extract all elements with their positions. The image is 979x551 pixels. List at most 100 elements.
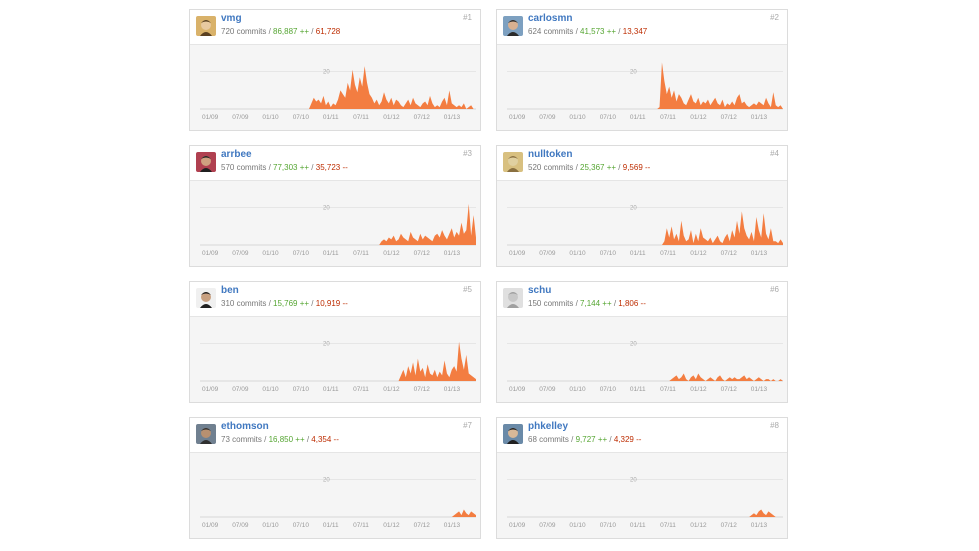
commit-series-area xyxy=(507,373,783,381)
contributor-login-link[interactable]: nulltoken xyxy=(528,149,573,160)
commit-activity-chart: 20 01/09 07/09 01/10 07/10 01/11 07/11 01/12 07/… xyxy=(190,180,480,266)
x-tick-label: 01/12 xyxy=(690,114,707,121)
x-tick-label: 01/13 xyxy=(751,114,768,121)
commit-series-area xyxy=(507,509,783,517)
contributor-card: carlosmn 624 commits / 41,573 ++ / 13,347… xyxy=(496,9,788,131)
x-tick-label: 01/09 xyxy=(202,386,219,393)
avatar[interactable] xyxy=(196,16,216,36)
x-tick-label: 01/11 xyxy=(630,114,646,121)
y-tick-label: 20 xyxy=(323,478,330,484)
x-tick-label: 01/10 xyxy=(569,250,586,257)
x-tick-label: 01/11 xyxy=(323,114,339,121)
x-tick-label: 01/10 xyxy=(569,386,586,393)
x-tick-label: 07/11 xyxy=(353,250,369,257)
commit-activity-chart: 20 01/09 07/09 01/10 07/10 01/11 07/11 01/12 07/… xyxy=(190,316,480,402)
contributor-login-link[interactable]: vmg xyxy=(221,13,242,24)
contributor-card: schu 150 commits / 7,144 ++ / 1,806 -- #6 2… xyxy=(496,281,788,403)
contributor-card: arrbee 570 commits / 77,303 ++ / 35,723 -… xyxy=(189,145,481,267)
additions-count: 7,144 ++ xyxy=(580,299,612,308)
contributor-card: phkelley 68 commits / 9,727 ++ / 4,329 --… xyxy=(496,417,788,539)
commit-count: 520 commits xyxy=(528,163,574,172)
commit-series-area xyxy=(200,509,476,517)
x-tick-label: 07/09 xyxy=(232,114,249,121)
x-tick-label: 07/09 xyxy=(539,114,556,121)
x-tick-label: 01/13 xyxy=(751,522,768,529)
x-tick-label: 01/11 xyxy=(630,250,646,257)
additions-count: 25,367 ++ xyxy=(580,163,617,172)
x-tick-label: 07/10 xyxy=(600,522,617,529)
y-tick-label: 20 xyxy=(323,206,330,212)
contributor-login-link[interactable]: ethomson xyxy=(221,421,269,432)
contributor-header: carlosmn 624 commits / 41,573 ++ / 13,347… xyxy=(497,10,787,44)
contributor-login-link[interactable]: phkelley xyxy=(528,421,569,432)
avatar[interactable] xyxy=(196,152,216,172)
deletions-count: 13,347 xyxy=(622,27,648,36)
x-tick-label: 07/09 xyxy=(539,386,556,393)
x-tick-label: 01/11 xyxy=(323,250,339,257)
contributor-login-link[interactable]: schu xyxy=(528,285,552,296)
additions-count: 9,727 ++ xyxy=(575,435,608,444)
deletions-count: 61,728 xyxy=(315,27,341,36)
commit-count: 150 commits xyxy=(528,299,574,308)
deletions-count: 10,919 -- xyxy=(315,299,348,308)
commit-series-area xyxy=(200,341,476,381)
additions-count: 86,887 ++ xyxy=(273,27,310,36)
x-tick-label: 01/10 xyxy=(262,522,279,529)
contributor-stats: 624 commits / 41,573 ++ / 13,347 xyxy=(528,27,648,36)
contributor-login-link[interactable]: ben xyxy=(221,285,239,296)
contributor-stats: 520 commits / 25,367 ++ / 9,569 -- xyxy=(528,163,651,172)
x-tick-label: 01/09 xyxy=(202,522,219,529)
x-tick-label: 01/10 xyxy=(569,114,586,121)
x-tick-label: 07/10 xyxy=(293,114,310,121)
commit-activity-chart: 20 01/09 07/09 01/10 07/10 01/11 07/11 01/12 07/… xyxy=(497,180,787,266)
x-tick-label: 01/13 xyxy=(444,522,461,529)
x-tick-label: 01/12 xyxy=(690,386,707,393)
x-tick-label: 01/10 xyxy=(262,114,279,121)
x-tick-label: 07/09 xyxy=(232,250,249,257)
contributor-header: phkelley 68 commits / 9,727 ++ / 4,329 --… xyxy=(497,418,787,452)
commit-series-area xyxy=(507,62,783,109)
x-tick-label: 01/13 xyxy=(444,386,461,393)
contributor-card: vmg 720 commits / 86,887 ++ / 61,728 #1 20 0… xyxy=(189,9,481,131)
commit-count: 310 commits xyxy=(221,299,267,308)
x-tick-label: 01/09 xyxy=(202,114,219,121)
commit-series-area xyxy=(200,203,476,245)
x-tick-label: 01/11 xyxy=(323,386,339,393)
contributor-header: arrbee 570 commits / 77,303 ++ / 35,723 -… xyxy=(190,146,480,180)
contributor-rank: #2 xyxy=(770,13,779,22)
avatar[interactable] xyxy=(196,424,216,444)
x-tick-label: 07/09 xyxy=(539,522,556,529)
contributor-login-link[interactable]: carlosmn xyxy=(528,13,573,24)
avatar[interactable] xyxy=(503,16,523,36)
y-tick-label: 20 xyxy=(630,206,637,212)
contributor-stats: 720 commits / 86,887 ++ / 61,728 xyxy=(221,27,341,36)
x-tick-label: 01/12 xyxy=(383,386,400,393)
additions-count: 16,850 ++ xyxy=(268,435,305,444)
contributor-stats: 68 commits / 9,727 ++ / 4,329 -- xyxy=(528,435,642,444)
x-tick-label: 01/12 xyxy=(383,522,400,529)
x-tick-label: 07/12 xyxy=(721,250,738,257)
contributor-login-link[interactable]: arrbee xyxy=(221,149,252,160)
avatar[interactable] xyxy=(503,288,523,308)
x-tick-label: 07/12 xyxy=(414,386,431,393)
commit-activity-chart: 20 01/09 07/09 01/10 07/10 01/11 07/11 01/12 07/… xyxy=(497,44,787,130)
y-tick-label: 20 xyxy=(630,478,637,484)
additions-count: 41,573 ++ xyxy=(580,27,617,36)
contributor-rank: #8 xyxy=(770,421,779,430)
contributor-rank: #4 xyxy=(770,149,779,158)
avatar[interactable] xyxy=(503,152,523,172)
additions-count: 77,303 ++ xyxy=(273,163,310,172)
x-tick-label: 01/13 xyxy=(444,250,461,257)
deletions-count: 35,723 -- xyxy=(315,163,348,172)
x-tick-label: 07/10 xyxy=(600,386,617,393)
x-tick-label: 07/10 xyxy=(293,250,310,257)
contributor-card: ben 310 commits / 15,769 ++ / 10,919 -- #5… xyxy=(189,281,481,403)
x-tick-label: 07/12 xyxy=(721,114,738,121)
contributor-header: ben 310 commits / 15,769 ++ / 10,919 -- #5 xyxy=(190,282,480,316)
contributor-card: nulltoken 520 commits / 25,367 ++ / 9,569… xyxy=(496,145,788,267)
contributor-card: ethomson 73 commits / 16,850 ++ / 4,354 -… xyxy=(189,417,481,539)
contributor-rank: #7 xyxy=(463,421,472,430)
contributor-rank: #6 xyxy=(770,285,779,294)
avatar[interactable] xyxy=(196,288,216,308)
avatar[interactable] xyxy=(503,424,523,444)
